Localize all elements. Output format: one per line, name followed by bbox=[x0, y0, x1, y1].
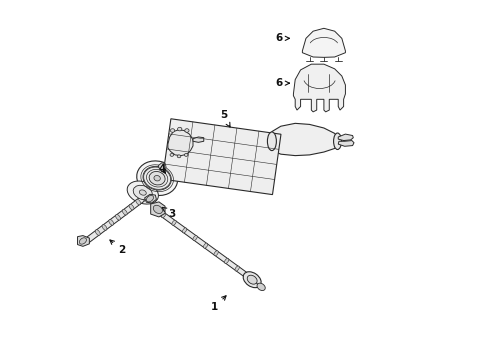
Ellipse shape bbox=[334, 133, 342, 149]
Ellipse shape bbox=[79, 238, 86, 244]
Polygon shape bbox=[162, 119, 281, 195]
Ellipse shape bbox=[96, 230, 100, 235]
Text: 6: 6 bbox=[275, 78, 290, 88]
Ellipse shape bbox=[153, 205, 162, 213]
Text: 5: 5 bbox=[220, 111, 230, 127]
Ellipse shape bbox=[172, 220, 176, 225]
Ellipse shape bbox=[102, 225, 107, 230]
Ellipse shape bbox=[268, 132, 276, 150]
Ellipse shape bbox=[177, 127, 182, 131]
Polygon shape bbox=[168, 130, 193, 156]
Ellipse shape bbox=[147, 195, 153, 202]
Ellipse shape bbox=[161, 213, 166, 218]
Ellipse shape bbox=[257, 283, 265, 291]
Ellipse shape bbox=[109, 220, 114, 225]
Polygon shape bbox=[77, 235, 89, 246]
Ellipse shape bbox=[184, 153, 188, 156]
Ellipse shape bbox=[154, 175, 160, 181]
Ellipse shape bbox=[214, 251, 218, 256]
Ellipse shape bbox=[235, 266, 239, 271]
Polygon shape bbox=[156, 208, 250, 279]
Ellipse shape bbox=[193, 235, 197, 240]
Ellipse shape bbox=[170, 153, 173, 156]
Ellipse shape bbox=[143, 166, 171, 190]
Polygon shape bbox=[338, 134, 353, 140]
Polygon shape bbox=[302, 28, 345, 57]
Ellipse shape bbox=[116, 215, 121, 220]
Text: 1: 1 bbox=[211, 296, 226, 312]
Ellipse shape bbox=[224, 258, 229, 264]
Polygon shape bbox=[85, 196, 145, 243]
Polygon shape bbox=[158, 163, 166, 170]
Ellipse shape bbox=[139, 190, 147, 195]
Ellipse shape bbox=[136, 199, 141, 205]
Ellipse shape bbox=[243, 272, 261, 288]
Ellipse shape bbox=[149, 171, 165, 185]
Text: 3: 3 bbox=[162, 207, 175, 219]
Ellipse shape bbox=[171, 129, 175, 132]
Polygon shape bbox=[338, 140, 354, 146]
Ellipse shape bbox=[203, 243, 208, 248]
Polygon shape bbox=[145, 194, 156, 203]
Ellipse shape bbox=[122, 210, 127, 215]
Polygon shape bbox=[294, 64, 345, 112]
Polygon shape bbox=[151, 202, 165, 217]
Ellipse shape bbox=[185, 129, 189, 132]
Text: 2: 2 bbox=[110, 240, 125, 255]
Ellipse shape bbox=[133, 185, 152, 200]
Text: 6: 6 bbox=[275, 33, 290, 43]
Ellipse shape bbox=[177, 155, 181, 158]
Text: 4: 4 bbox=[159, 164, 166, 174]
Ellipse shape bbox=[182, 228, 187, 233]
Ellipse shape bbox=[127, 181, 158, 204]
Polygon shape bbox=[270, 123, 338, 156]
Ellipse shape bbox=[247, 275, 257, 284]
Ellipse shape bbox=[129, 204, 134, 210]
Ellipse shape bbox=[137, 161, 177, 195]
Polygon shape bbox=[193, 137, 204, 142]
